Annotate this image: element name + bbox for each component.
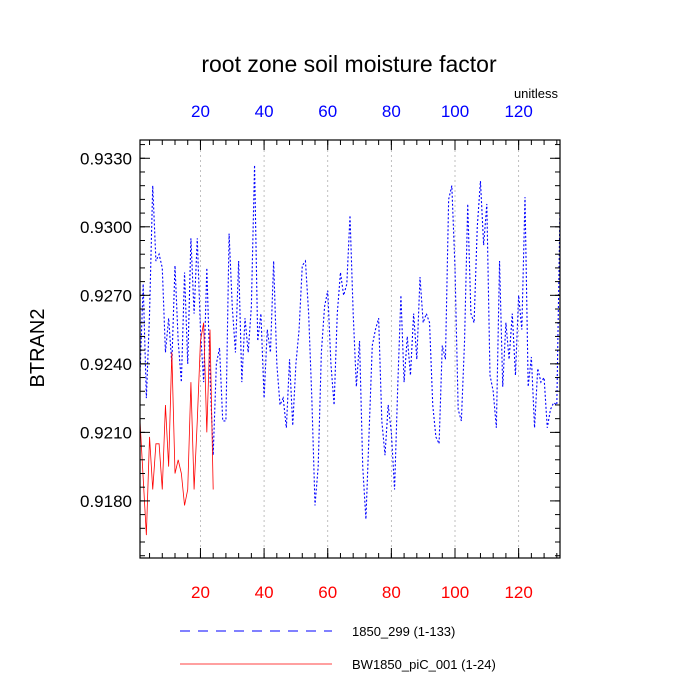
legend-label-series-2: BW1850_piC_001 (1-24) [352, 657, 496, 672]
x-tick-label-top: 80 [382, 102, 401, 121]
x-tick-label-bottom: 120 [504, 583, 532, 602]
series-layer [139, 165, 561, 536]
axis-tick-labels: 0.9180 0.9210 0.9240 0.9270 0.9300 0.9330 20 20… [80, 102, 533, 602]
y-tick-label: 0.9300 [80, 218, 132, 237]
axis-ticks [140, 140, 560, 558]
y-tick-label: 0.9240 [80, 355, 132, 374]
y-axis-label: BTRAN2 [27, 309, 49, 388]
x-tick-label-top: 60 [318, 102, 337, 121]
x-tick-label-top: 40 [255, 102, 274, 121]
x-tick-label-bottom: 40 [255, 583, 274, 602]
x-tick-label-top: 20 [191, 102, 210, 121]
x-tick-label-bottom: 60 [318, 583, 337, 602]
plot-frame [139, 139, 561, 559]
x-tick-label-bottom: 80 [382, 583, 401, 602]
y-tick-label: 0.9270 [80, 286, 132, 305]
x-tick-label-top: 120 [504, 102, 532, 121]
x-tick-label-bottom: 100 [441, 583, 469, 602]
x-units-label: unitless [514, 86, 559, 101]
x-tick-label-top: 100 [441, 102, 469, 121]
y-tick-label: 0.9180 [80, 492, 132, 511]
series-line-1 [139, 165, 561, 520]
x-tick-label-bottom: 20 [191, 583, 210, 602]
y-tick-label: 0.9330 [80, 149, 132, 168]
legend-label-series-1: 1850_299 (1-133) [352, 624, 455, 639]
y-tick-label: 0.9210 [80, 423, 132, 442]
series-line-2 [139, 322, 214, 536]
chart-title: root zone soil moisture factor [201, 51, 497, 77]
legend: 1850_299 (1-133) BW1850_piC_001 (1-24) [180, 624, 496, 672]
